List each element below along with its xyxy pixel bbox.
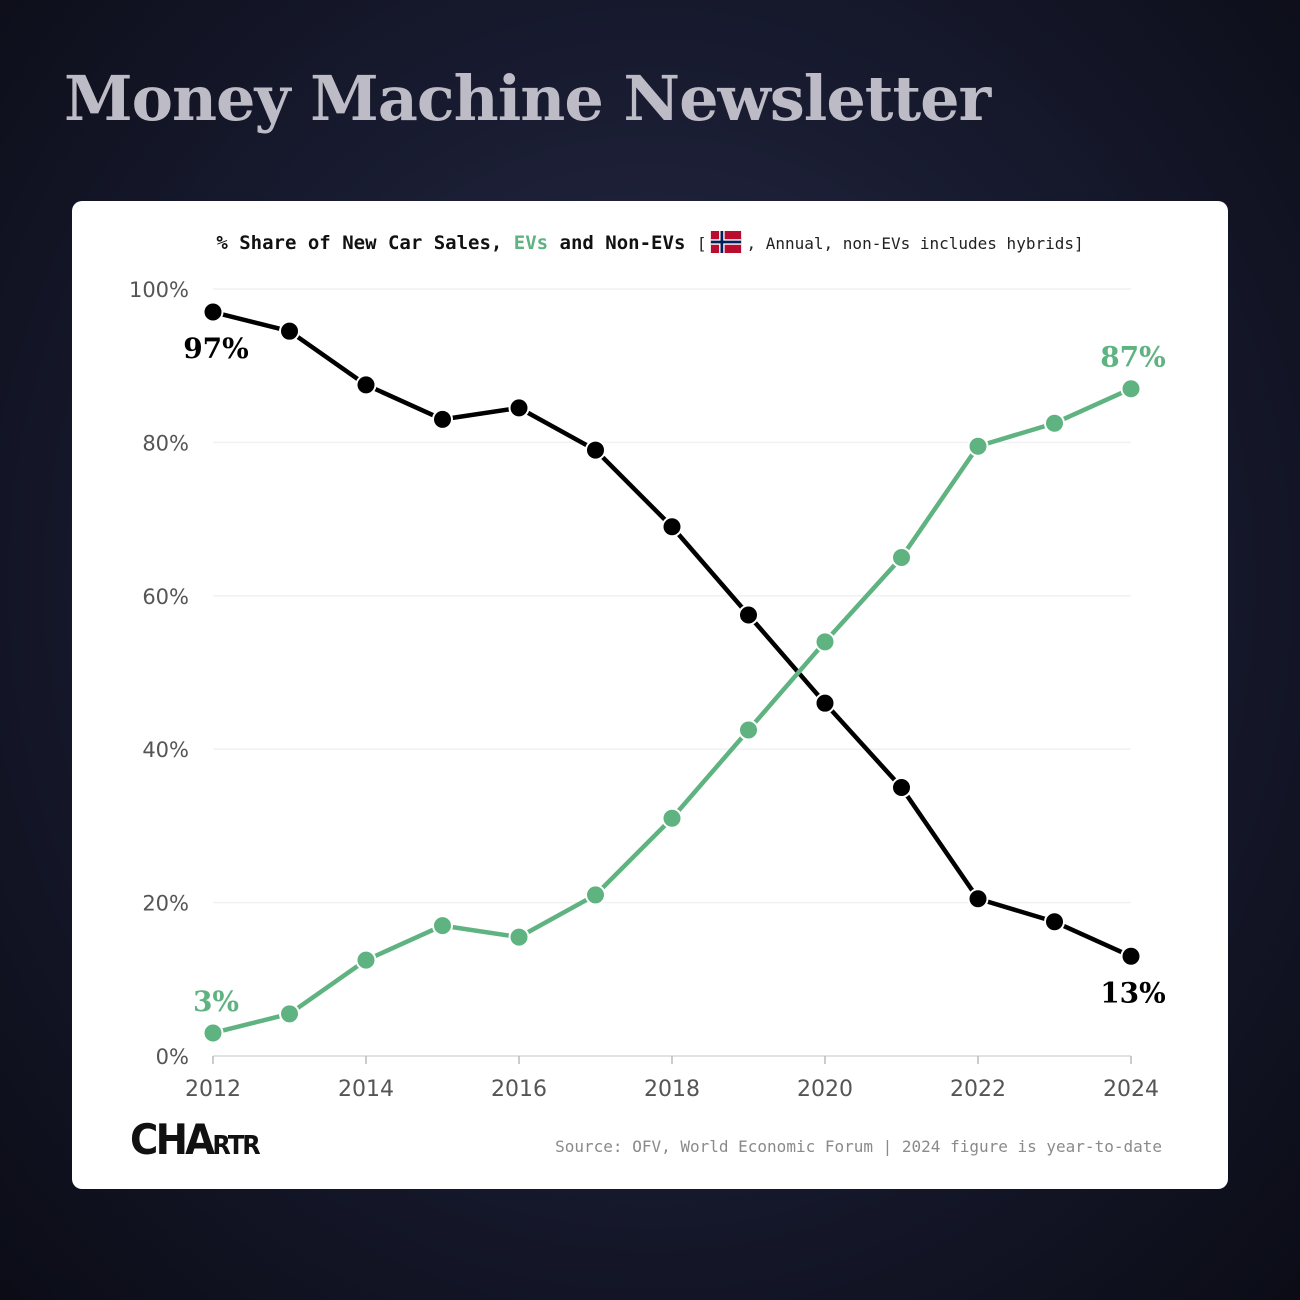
x-tick-label: 2022 [950,1077,1006,1102]
y-tick-label: 20% [142,892,189,916]
data-point-non-evs [355,374,377,396]
data-point-evs [508,926,530,948]
data-point-evs [738,719,759,741]
brand-small: RTR [212,1131,260,1161]
data-point-evs [202,1022,224,1044]
x-tick-label: 2024 [1103,1077,1159,1102]
chart-title-prefix: % Share of New Car Sales, [216,232,514,254]
data-point-non-evs [508,397,530,419]
data-point-evs [661,807,683,829]
x-tick-label: 2016 [491,1077,547,1102]
data-point-evs [432,915,453,937]
x-tick-label: 2012 [185,1077,241,1102]
x-tick-label: 2020 [797,1077,853,1102]
data-point-non-evs [967,888,989,910]
data-label: 3% [193,985,239,1018]
data-point-evs [279,1003,300,1025]
data-point-non-evs [585,439,606,461]
data-point-non-evs [202,301,224,323]
data-point-evs [585,884,606,906]
data-point-non-evs [738,604,759,626]
data-point-evs [1120,378,1142,400]
chart-card: % Share of New Car Sales, EVs and Non-EV… [72,201,1228,1189]
source-note: Source: OFV, World Economic Forum | 2024… [555,1137,1162,1156]
data-point-evs [355,949,377,971]
data-point-non-evs [279,320,300,342]
data-point-non-evs [661,516,683,538]
data-point-evs [967,435,989,457]
series-line-evs [212,386,1132,1036]
data-point-non-evs [1044,911,1065,933]
x-tick-label: 2014 [338,1077,394,1102]
data-label: 97% [183,332,249,365]
chart-title: % Share of New Car Sales, EVs and Non-EV… [72,231,1228,254]
data-label: 87% [1100,341,1166,374]
brand-main: CHA [130,1115,215,1164]
chart-title-close-bracket: ] [1073,234,1084,253]
data-point-evs [891,546,912,568]
y-tick-label: 100% [129,278,189,302]
data-point-non-evs [891,777,912,799]
chartr-logo: CHARTR [130,1115,261,1164]
x-tick-label: 2018 [644,1077,700,1102]
data-point-non-evs [432,408,453,430]
y-tick-label: 80% [142,431,189,455]
y-tick-label: 0% [156,1045,189,1069]
page-title: Money Machine Newsletter [64,62,991,135]
chart-title-ev: EVs [513,232,549,254]
y-tick-label: 40% [142,738,189,762]
chart-title-middle: and Non-EVs [548,232,697,254]
series-line-non-evs [212,309,1132,959]
data-point-evs [1044,412,1065,434]
data-label: 13% [1100,976,1166,1009]
norway-flag-icon [711,231,742,253]
chart-title-open-bracket: [ [696,234,707,253]
y-tick-label: 60% [142,585,189,609]
data-point-non-evs [814,692,836,714]
data-point-non-evs [1120,945,1142,967]
chart-title-note: , Annual, non-EVs includes hybrids [746,234,1074,253]
line-chart: 0% 20% 40% 60% 80% 100% 2012 2014 2016 2018 2020 20… [129,278,1166,1102]
data-point-evs [814,631,836,653]
